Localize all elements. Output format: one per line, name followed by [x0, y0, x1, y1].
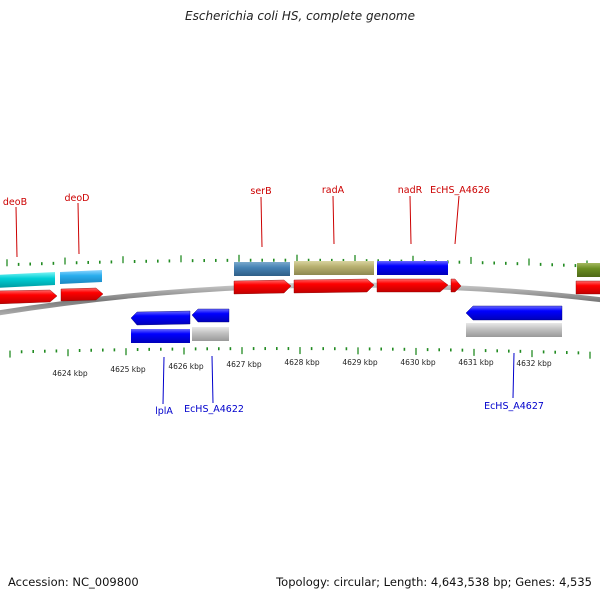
cds-arrow[interactable] [465, 305, 563, 321]
inner-gene-blocks [131, 323, 562, 343]
top-gene-labels: deoB deoD serB radA nadR EcHS_A4626 [3, 185, 490, 258]
gene-label-line [332, 195, 335, 245]
scale-label: 4629 kbp [342, 358, 378, 367]
scale-labels: 4624 kbp 4625 kbp 4626 kbp 4627 kbp 4628… [52, 358, 552, 378]
gene-block[interactable] [0, 272, 55, 288]
topology-text: Topology: circular; Length: 4,643,538 bp… [276, 575, 592, 589]
cds-arrow[interactable] [0, 289, 58, 305]
gene-label-line [77, 202, 80, 255]
gene-block[interactable] [60, 270, 102, 284]
scale-label: 4627 kbp [226, 360, 262, 369]
gene-block[interactable] [377, 261, 448, 275]
forward-cds-arrows [0, 278, 600, 305]
gene-label-line [162, 356, 165, 405]
gene-label-lpla[interactable]: lplA [155, 406, 173, 417]
scale-label: 4628 kbp [284, 358, 320, 367]
gene-block[interactable] [466, 323, 562, 337]
cds-arrow[interactable] [450, 278, 462, 293]
scale-label: 4625 kbp [110, 365, 146, 374]
gene-block[interactable] [192, 327, 229, 341]
accession-text: Accession: NC_009800 [8, 575, 139, 589]
gene-label-line [211, 355, 214, 404]
gene-label-echs-a4622[interactable]: EcHS_A4622 [184, 404, 244, 415]
gene-label-echs-a4627[interactable]: EcHS_A4627 [484, 401, 544, 412]
gene-block[interactable] [577, 263, 600, 277]
cds-arrow[interactable] [233, 279, 292, 295]
scale-label: 4624 kbp [52, 369, 88, 378]
gene-label-line [512, 352, 515, 399]
gene-label-nadr[interactable]: nadR [398, 185, 423, 196]
gene-label-line [409, 195, 412, 245]
scale-label: 4632 kbp [516, 359, 552, 368]
bottom-gene-labels: lplA EcHS_A4622 EcHS_A4627 [155, 352, 544, 417]
gene-label-line [260, 196, 263, 248]
gene-label-deob[interactable]: deoB [3, 197, 27, 208]
gene-label-serb[interactable]: serB [250, 186, 271, 197]
cds-arrow[interactable] [191, 308, 230, 323]
cds-arrow[interactable] [293, 278, 375, 294]
cds-arrow[interactable] [575, 280, 600, 295]
cds-arrow[interactable] [130, 310, 191, 326]
scale-label: 4631 kbp [458, 358, 494, 367]
scale-label: 4626 kbp [168, 362, 204, 371]
gene-block[interactable] [234, 262, 290, 276]
gene-label-line [15, 206, 18, 258]
gene-label-deod[interactable]: deoD [64, 193, 89, 204]
scale-label: 4630 kbp [400, 358, 436, 367]
gene-label-line [454, 195, 460, 245]
cds-arrow[interactable] [376, 278, 449, 293]
outer-gene-blocks [0, 261, 600, 288]
reverse-cds-arrows [130, 305, 563, 326]
cds-arrow[interactable] [60, 287, 104, 302]
gene-label-echs-a4626[interactable]: EcHS_A4626 [430, 185, 490, 196]
gene-block[interactable] [131, 329, 190, 343]
gene-label-rada[interactable]: radA [322, 185, 345, 196]
gene-block[interactable] [294, 261, 374, 275]
inner-tick-ring [9, 347, 591, 359]
map-title: Escherichia coli HS, complete genome [185, 9, 415, 23]
